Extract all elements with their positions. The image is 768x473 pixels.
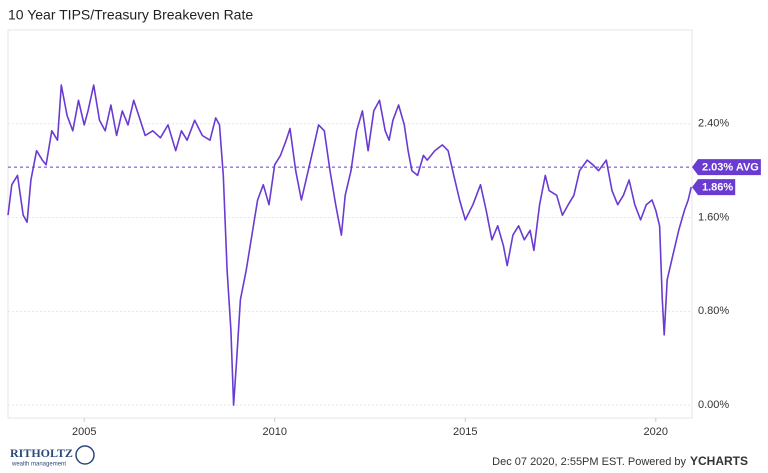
brand-sub: wealth management (11, 462, 66, 468)
plot-frame (7, 29, 693, 419)
footer-timestamp: Dec 07 2020, 2:55PM EST. Powered by (492, 456, 686, 468)
last-value-tag (692, 179, 736, 196)
x-tick-label: 2015 (453, 426, 477, 438)
x-tick-label: 2010 (262, 426, 286, 438)
y-tick-label: 1.60% (698, 211, 729, 223)
y-tick-label: 2.40% (698, 118, 729, 130)
chart-title: 10 Year TIPS/Treasury Breakeven Rate (8, 7, 253, 23)
series-line (7, 84, 692, 406)
footer-source: YCHARTS (690, 454, 748, 468)
x-tick-label: 2020 (644, 426, 668, 438)
y-tick-label: 0.80% (698, 305, 729, 317)
y-tick-label: 0.00% (698, 399, 729, 411)
brand: RITHOLTZ (10, 446, 73, 460)
average-label: 2.03% AVG (702, 162, 759, 174)
brand-logo: RITHOLTZ wealth management (10, 445, 95, 468)
last-value-label: 1.86% (702, 181, 733, 193)
average-tag (692, 159, 761, 176)
x-tick-label: 2005 (72, 426, 96, 438)
brand-icon (75, 445, 95, 465)
